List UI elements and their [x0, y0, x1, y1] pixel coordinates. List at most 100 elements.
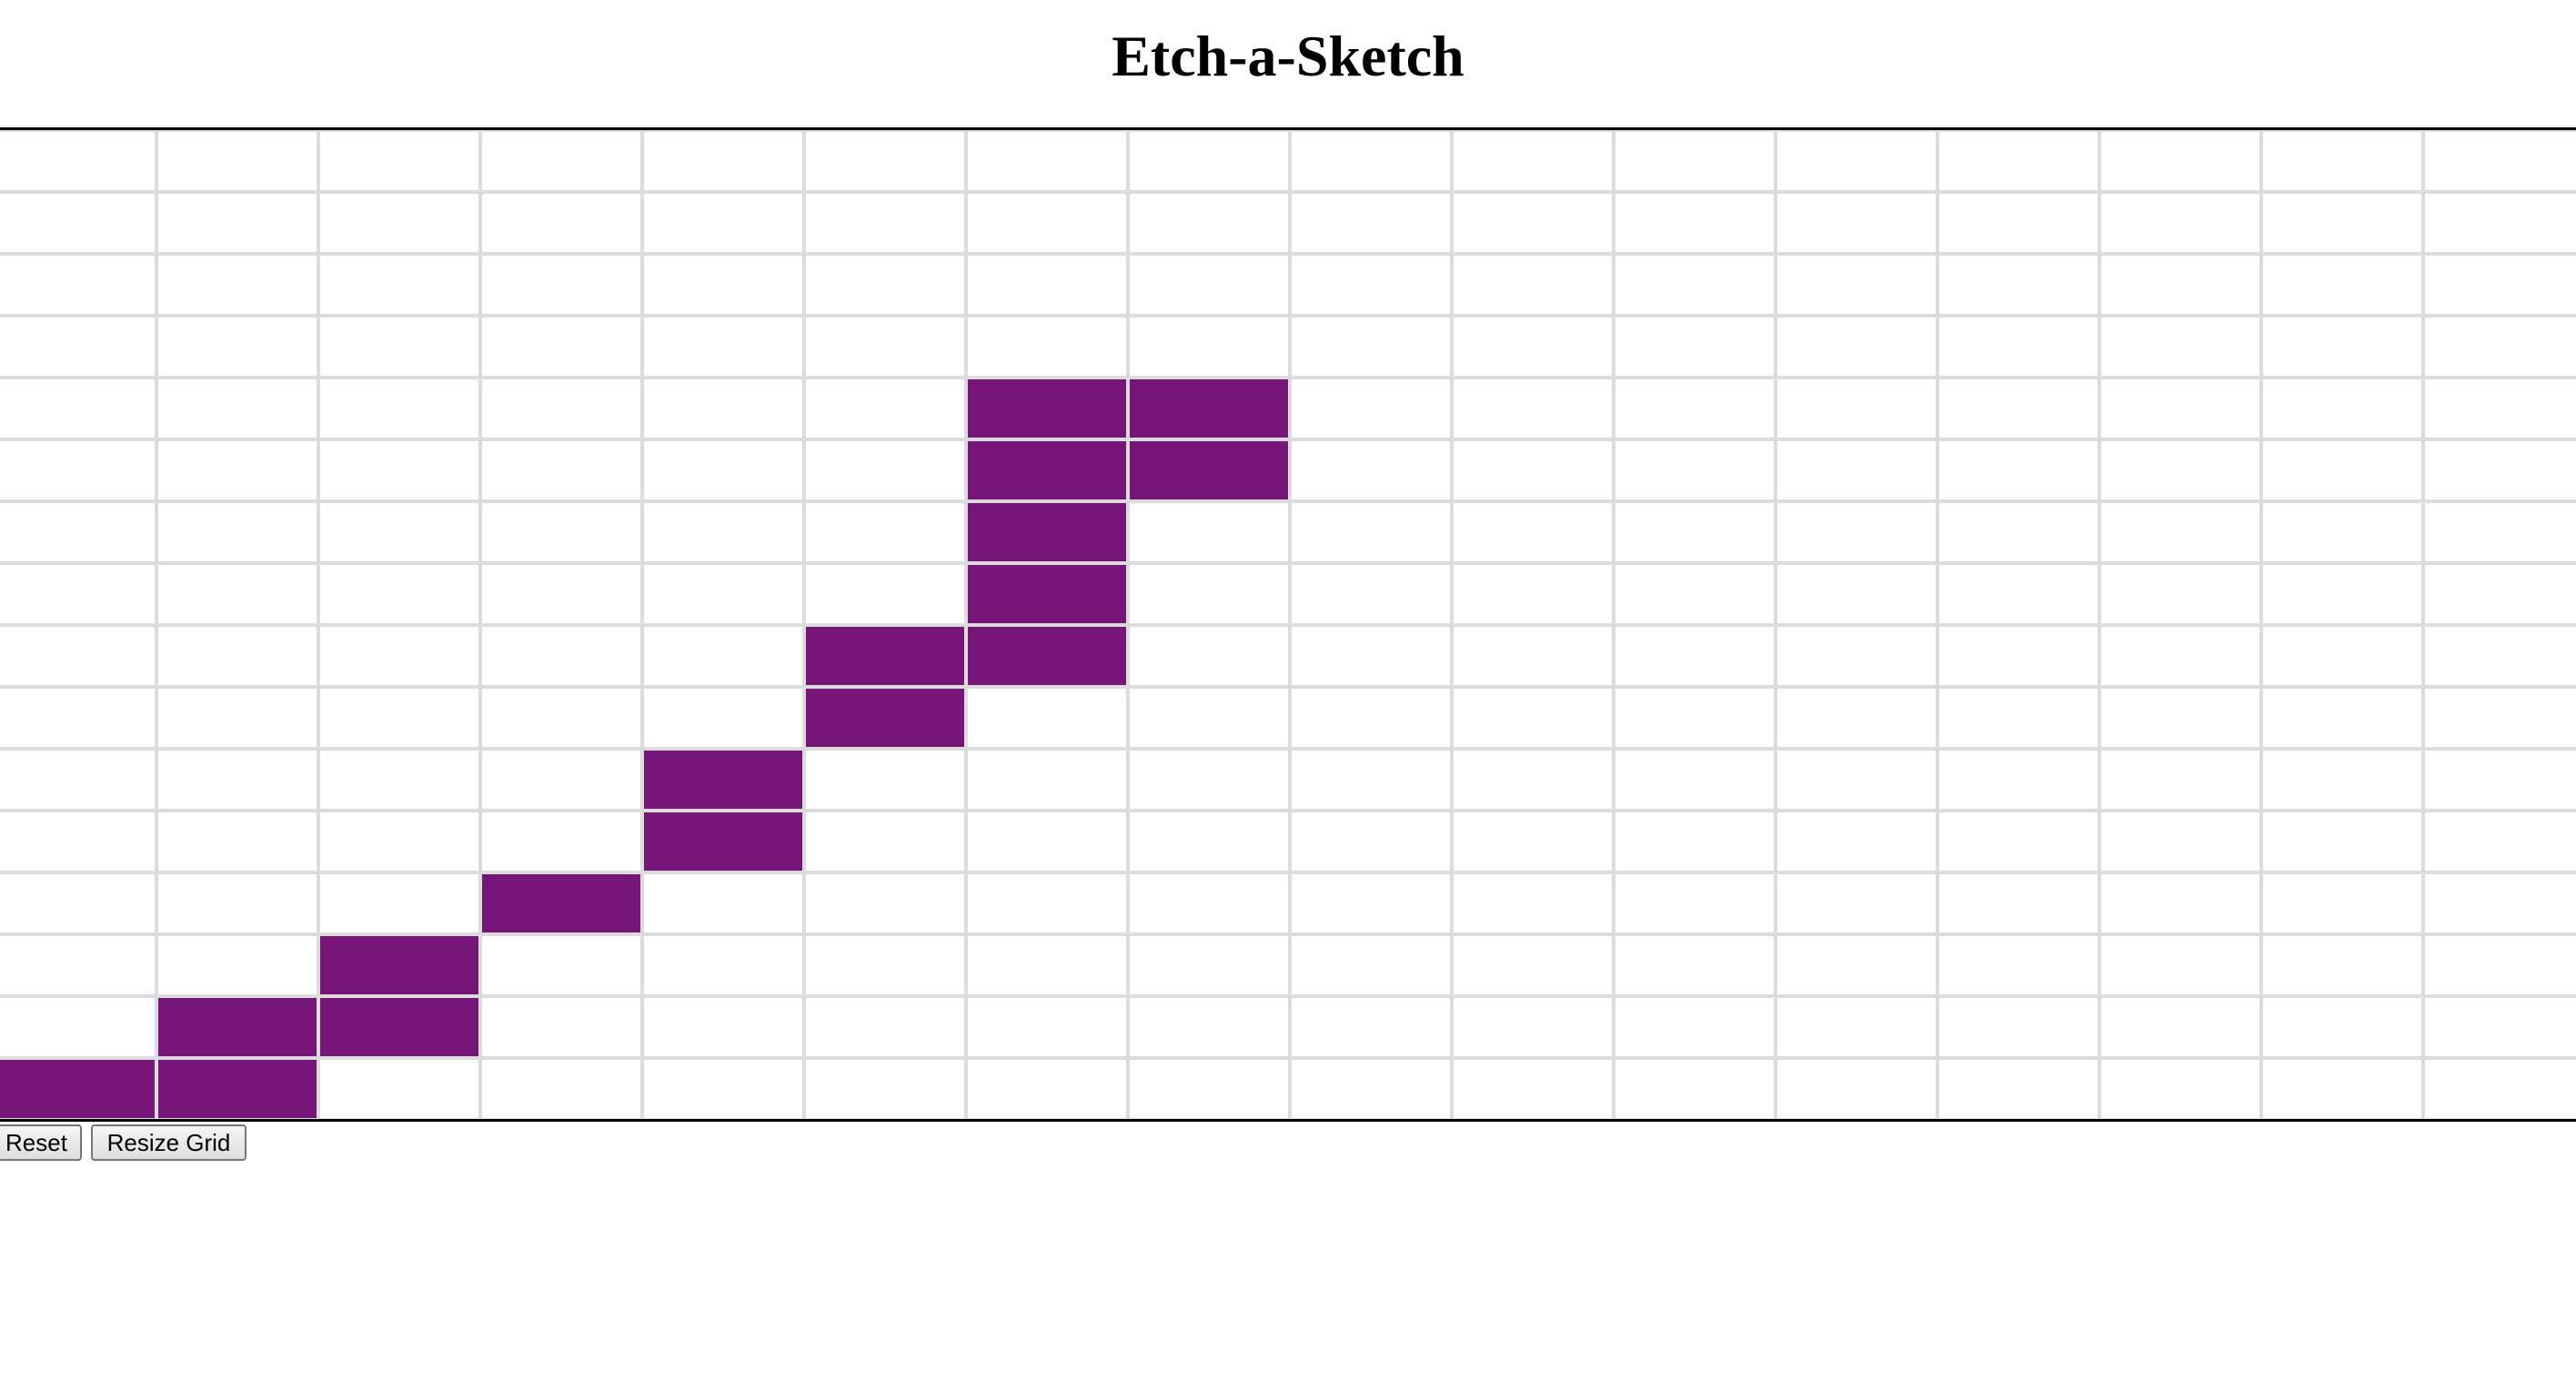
grid-cell[interactable]	[2423, 996, 2576, 1058]
grid-cell[interactable]	[318, 1058, 480, 1119]
grid-cell[interactable]	[1452, 192, 1614, 254]
grid-cell-filled[interactable]	[480, 872, 642, 934]
grid-cell[interactable]	[156, 749, 318, 811]
grid-cell[interactable]	[1776, 749, 1937, 811]
grid-cell[interactable]	[1290, 192, 1452, 254]
grid-cell-filled[interactable]	[966, 625, 1128, 687]
grid-cell[interactable]	[480, 192, 642, 254]
grid-cell-filled[interactable]	[966, 563, 1128, 625]
grid-cell-filled[interactable]	[156, 996, 318, 1058]
grid-cell[interactable]	[480, 934, 642, 996]
grid-cell[interactable]	[1452, 378, 1614, 439]
grid-cell[interactable]	[642, 563, 804, 625]
grid-cell[interactable]	[804, 316, 966, 378]
grid-cell[interactable]	[1290, 378, 1452, 439]
grid-cell[interactable]	[1128, 563, 1290, 625]
grid-cell-filled[interactable]	[642, 811, 804, 872]
grid-cell[interactable]	[966, 254, 1128, 316]
grid-cell-filled[interactable]	[966, 439, 1128, 501]
grid-cell[interactable]	[1290, 687, 1452, 749]
grid-cell[interactable]	[2423, 501, 2576, 563]
grid-cell[interactable]	[1128, 687, 1290, 749]
grid-cell[interactable]	[804, 811, 966, 872]
grid-cell[interactable]	[0, 625, 156, 687]
grid-cell[interactable]	[156, 501, 318, 563]
grid-cell[interactable]	[1290, 563, 1452, 625]
grid-cell[interactable]	[1128, 316, 1290, 378]
grid-cell[interactable]	[1290, 872, 1452, 934]
grid-cell[interactable]	[156, 378, 318, 439]
grid-cell[interactable]	[2261, 934, 2423, 996]
grid-cell[interactable]	[1937, 563, 2099, 625]
grid-cell[interactable]	[1452, 563, 1614, 625]
grid-cell[interactable]	[2423, 687, 2576, 749]
grid-cell[interactable]	[642, 996, 804, 1058]
sketch-grid[interactable]	[0, 130, 2576, 1119]
grid-cell[interactable]	[1776, 811, 1937, 872]
grid-cell[interactable]	[0, 872, 156, 934]
grid-cell[interactable]	[2423, 1058, 2576, 1119]
grid-cell[interactable]	[804, 996, 966, 1058]
grid-cell[interactable]	[480, 378, 642, 439]
grid-cell[interactable]	[804, 563, 966, 625]
grid-cell[interactable]	[156, 563, 318, 625]
grid-cell[interactable]	[480, 749, 642, 811]
grid-cell[interactable]	[1937, 996, 2099, 1058]
grid-cell[interactable]	[2099, 872, 2261, 934]
grid-cell[interactable]	[480, 996, 642, 1058]
grid-cell[interactable]	[1614, 378, 1776, 439]
grid-cell[interactable]	[318, 749, 480, 811]
grid-cell[interactable]	[2261, 130, 2423, 192]
grid-cell[interactable]	[2261, 687, 2423, 749]
grid-cell[interactable]	[480, 1058, 642, 1119]
grid-cell[interactable]	[804, 192, 966, 254]
grid-cell[interactable]	[480, 254, 642, 316]
grid-cell[interactable]	[2099, 934, 2261, 996]
grid-cell[interactable]	[318, 439, 480, 501]
grid-cell[interactable]	[804, 254, 966, 316]
grid-cell[interactable]	[1452, 1058, 1614, 1119]
grid-cell[interactable]	[1776, 501, 1937, 563]
grid-cell[interactable]	[1776, 934, 1937, 996]
grid-cell[interactable]	[1776, 1058, 1937, 1119]
grid-cell[interactable]	[318, 687, 480, 749]
grid-cell[interactable]	[1290, 439, 1452, 501]
grid-cell[interactable]	[156, 811, 318, 872]
grid-cell[interactable]	[966, 749, 1128, 811]
grid-cell[interactable]	[2423, 130, 2576, 192]
grid-cell[interactable]	[1614, 1058, 1776, 1119]
grid-cell[interactable]	[1776, 996, 1937, 1058]
grid-cell[interactable]	[804, 749, 966, 811]
grid-cell[interactable]	[318, 192, 480, 254]
grid-cell[interactable]	[1937, 934, 2099, 996]
grid-cell[interactable]	[156, 130, 318, 192]
grid-cell[interactable]	[642, 687, 804, 749]
grid-cell[interactable]	[1290, 625, 1452, 687]
grid-cell[interactable]	[1937, 501, 2099, 563]
grid-cell[interactable]	[804, 501, 966, 563]
grid-cell[interactable]	[1452, 316, 1614, 378]
grid-cell[interactable]	[0, 192, 156, 254]
grid-cell[interactable]	[2099, 1058, 2261, 1119]
grid-cell[interactable]	[1452, 811, 1614, 872]
grid-cell[interactable]	[804, 1058, 966, 1119]
grid-cell[interactable]	[2261, 625, 2423, 687]
grid-cell-filled[interactable]	[642, 749, 804, 811]
grid-cell[interactable]	[1290, 1058, 1452, 1119]
grid-cell[interactable]	[1776, 316, 1937, 378]
grid-cell[interactable]	[2423, 811, 2576, 872]
grid-cell[interactable]	[2099, 316, 2261, 378]
grid-cell[interactable]	[1452, 439, 1614, 501]
grid-cell[interactable]	[1937, 749, 2099, 811]
grid-cell[interactable]	[2099, 811, 2261, 872]
grid-cell[interactable]	[1937, 625, 2099, 687]
grid-cell[interactable]	[804, 439, 966, 501]
grid-cell[interactable]	[804, 378, 966, 439]
grid-cell[interactable]	[480, 625, 642, 687]
grid-cell[interactable]	[1614, 254, 1776, 316]
grid-cell[interactable]	[318, 811, 480, 872]
grid-cell[interactable]	[2261, 872, 2423, 934]
grid-cell[interactable]	[1937, 811, 2099, 872]
grid-cell[interactable]	[2261, 501, 2423, 563]
grid-cell[interactable]	[156, 439, 318, 501]
